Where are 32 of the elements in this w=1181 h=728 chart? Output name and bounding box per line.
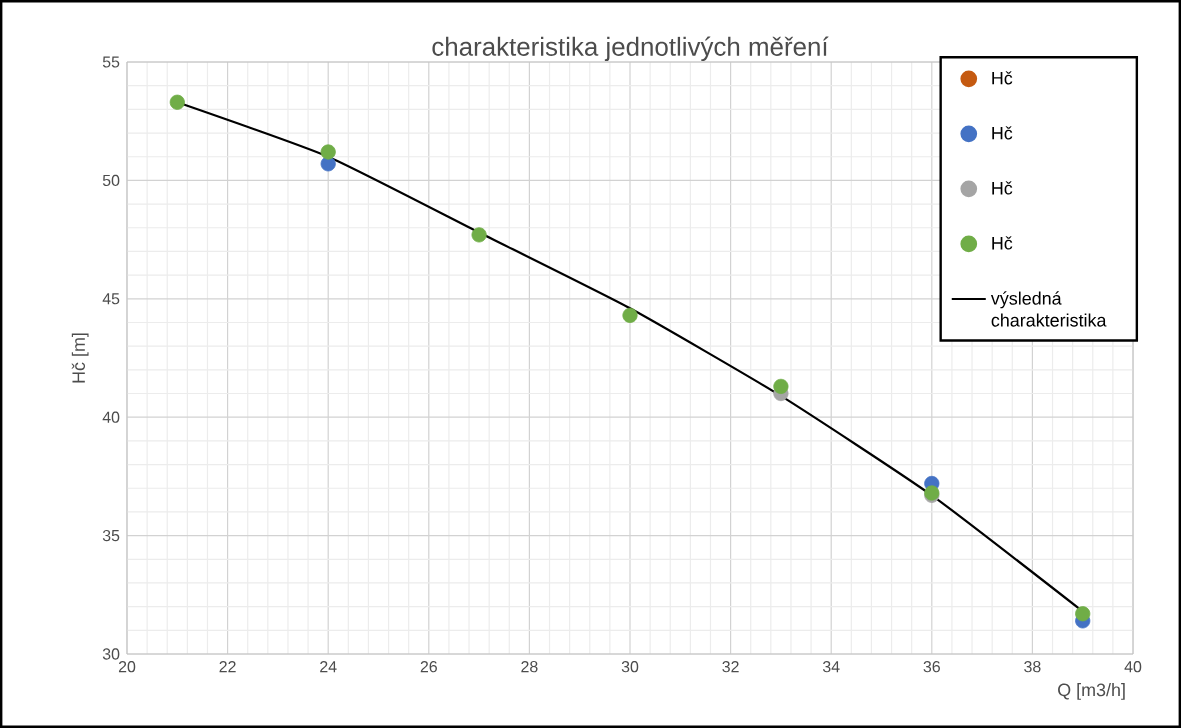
y-tick-label: 35 <box>102 529 120 542</box>
x-tick-label: 22 <box>219 661 236 673</box>
y-tick-label: 45 <box>102 293 120 305</box>
point <box>320 156 336 172</box>
y-tick-label: 30 <box>102 648 120 660</box>
x-tick-label: 28 <box>521 661 538 673</box>
y-tick-label: 40 <box>102 411 120 423</box>
x-tick-label: 40 <box>1124 661 1142 673</box>
legend-label: výsledná charakteristika <box>990 291 1107 327</box>
y-axis-title: Hč [m] <box>71 333 89 383</box>
point <box>773 378 789 394</box>
y-tick-label: 55 <box>102 56 120 68</box>
chart-title: charakteristika jednotlivých měření <box>432 36 829 62</box>
x-tick-label: 20 <box>118 661 136 673</box>
x-tick-label: 38 <box>1024 661 1041 673</box>
legend-label: Hč <box>992 181 1013 195</box>
x-tick-label: 36 <box>923 661 940 673</box>
point <box>1075 606 1091 622</box>
legend-label: Hč <box>992 236 1013 250</box>
y-tick-label: 50 <box>102 174 120 187</box>
legend-label: Hč <box>992 126 1013 140</box>
legend-label: Hč <box>992 71 1013 85</box>
point <box>471 227 487 243</box>
x-tick-label: 34 <box>822 661 840 673</box>
x-tick-label: 26 <box>420 661 437 673</box>
x-tick-label: 24 <box>320 661 337 673</box>
point <box>169 94 185 110</box>
x-axis-title: Q [m3/h] <box>1058 683 1125 700</box>
x-tick-label: 32 <box>722 661 739 673</box>
point <box>622 307 638 323</box>
x-tick-label: 30 <box>621 661 639 673</box>
point <box>320 144 336 160</box>
